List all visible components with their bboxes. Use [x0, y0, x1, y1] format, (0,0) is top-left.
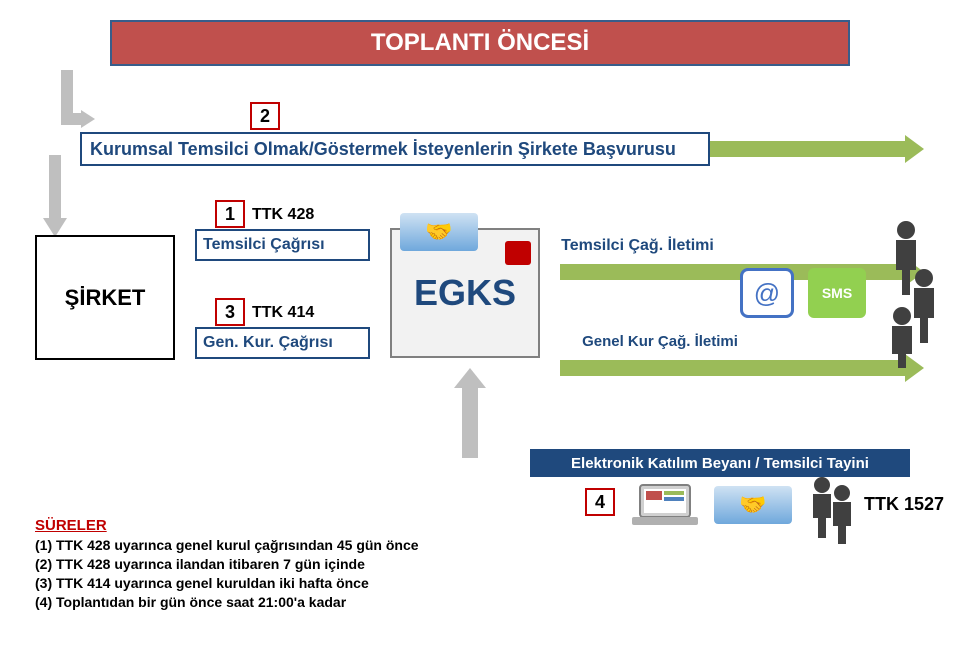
handshake-icon	[400, 213, 478, 251]
connector-step4-to-egks	[450, 368, 490, 463]
step1-box: Temsilci Çağrısı	[195, 229, 370, 261]
sureler-line-3: (3) TTK 414 uyarınca genel kuruldan iki …	[35, 574, 419, 593]
sms-icon: SMS	[808, 268, 866, 318]
arrow-step2-right	[710, 135, 925, 163]
sureler-header: SÜRELER	[35, 516, 419, 536]
sureler-line-2: (2) TTK 428 uyarınca ilandan itibaren 7 …	[35, 555, 419, 574]
ekbt-box: Elektronik Katılım Beyanı / Temsilci Tay…	[530, 449, 910, 477]
arrow-bottom-output	[560, 354, 925, 382]
people-icon-right	[884, 218, 944, 368]
output-bottom-label: Genel Kur Çağ. İletimi	[560, 326, 760, 356]
step2-box: Kurumsal Temsilci Olmak/Göstermek İsteye…	[80, 132, 710, 166]
company-box: ŞİRKET	[35, 235, 175, 360]
email-icon: @	[740, 268, 794, 318]
step2-number: 2	[250, 102, 280, 130]
step1-ref: TTK 428	[252, 206, 314, 224]
step1-number: 1	[215, 200, 245, 228]
connector-down-to-sirket	[40, 155, 70, 245]
step4-ref: TTK 1527	[864, 494, 944, 515]
output-top-label: Temsilci Çağ. İletimi	[560, 231, 715, 261]
red-marker-icon	[505, 241, 531, 265]
sureler-line-1: (1) TTK 428 uyarınca genel kurul çağrısı…	[35, 536, 419, 555]
laptop-icon	[630, 483, 700, 529]
step3-ref: TTK 414	[252, 304, 314, 322]
sureler-line-4: (4) Toplantıdan bir gün önce saat 21:00'…	[35, 593, 419, 612]
sureler-block: SÜRELER (1) TTK 428 uyarınca genel kurul…	[35, 516, 419, 612]
step4-number: 4	[585, 488, 615, 516]
handshake-icon-2	[714, 486, 792, 524]
step3-number: 3	[215, 298, 245, 326]
page-title: TOPLANTI ÖNCESİ	[110, 20, 850, 66]
step3-box: Gen. Kur. Çağrısı	[195, 327, 370, 359]
people-icon-bottom	[806, 475, 856, 545]
